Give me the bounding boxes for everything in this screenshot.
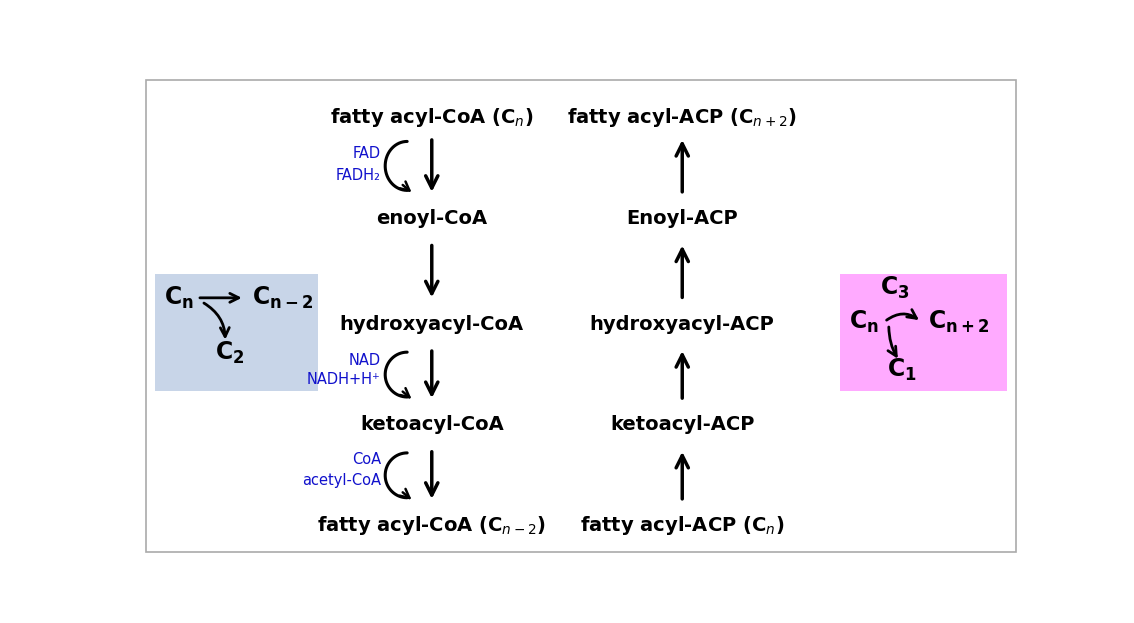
Text: FAD: FAD <box>353 146 381 161</box>
Text: fatty acyl-CoA (C$_{n}$): fatty acyl-CoA (C$_{n}$) <box>330 107 533 130</box>
Text: Enoyl-ACP: Enoyl-ACP <box>626 209 738 228</box>
Text: CoA: CoA <box>352 452 381 467</box>
Text: $\mathbf{C_2}$: $\mathbf{C_2}$ <box>214 340 245 366</box>
Text: $\mathbf{C_1}$: $\mathbf{C_1}$ <box>887 357 917 383</box>
Text: fatty acyl-ACP (C$_{n}$): fatty acyl-ACP (C$_{n}$) <box>581 514 785 537</box>
Text: $\mathbf{C_n}$: $\mathbf{C_n}$ <box>163 285 194 311</box>
Text: hydroxyacyl-ACP: hydroxyacyl-ACP <box>590 315 775 334</box>
Text: FADH₂: FADH₂ <box>336 168 381 183</box>
Text: hydroxyacyl-CoA: hydroxyacyl-CoA <box>340 315 524 334</box>
Text: $\mathbf{C_{n+2}}$: $\mathbf{C_{n+2}}$ <box>929 309 990 335</box>
Text: enoyl-CoA: enoyl-CoA <box>376 209 488 228</box>
Text: NADH+H⁺: NADH+H⁺ <box>307 372 381 387</box>
Text: fatty acyl-CoA (C$_{n-2}$): fatty acyl-CoA (C$_{n-2}$) <box>318 514 547 537</box>
Text: $\mathbf{C_3}$: $\mathbf{C_3}$ <box>880 275 909 302</box>
Text: ketoacyl-ACP: ketoacyl-ACP <box>610 416 754 434</box>
Text: $\mathbf{C_{n-2}}$: $\mathbf{C_{n-2}}$ <box>252 285 313 311</box>
Text: acetyl-CoA: acetyl-CoA <box>302 473 381 488</box>
FancyBboxPatch shape <box>155 274 318 391</box>
FancyBboxPatch shape <box>840 274 1007 391</box>
Text: fatty acyl-ACP (C$_{n+2}$): fatty acyl-ACP (C$_{n+2}$) <box>567 107 797 130</box>
Text: ketoacyl-CoA: ketoacyl-CoA <box>359 416 503 434</box>
Text: NAD: NAD <box>348 353 381 368</box>
Text: $\mathbf{C_n}$: $\mathbf{C_n}$ <box>849 309 879 335</box>
